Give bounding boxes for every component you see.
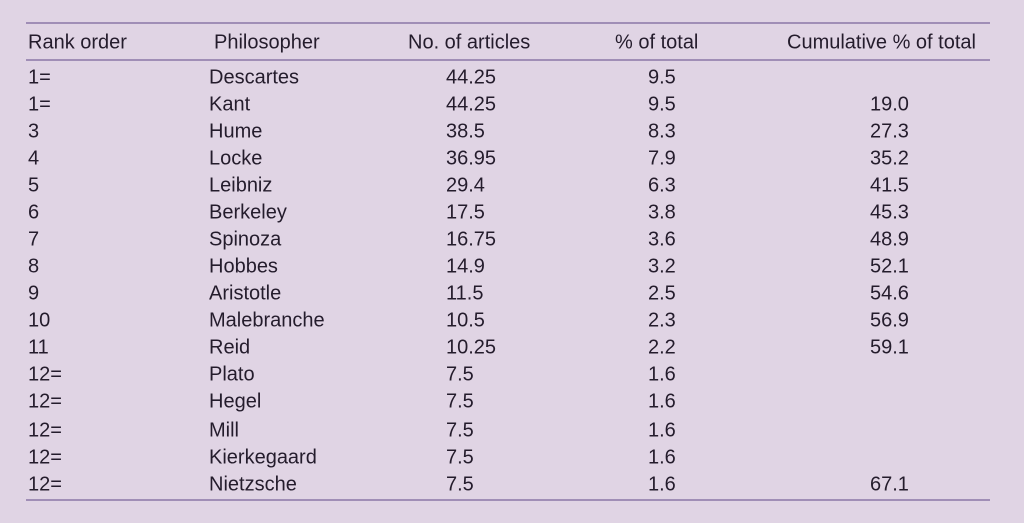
cell: 8.3 bbox=[648, 120, 676, 142]
cell: 12= bbox=[28, 446, 62, 468]
cell: 1.6 bbox=[648, 473, 676, 495]
cell: 1.6 bbox=[648, 419, 676, 441]
cell: 4 bbox=[28, 147, 39, 169]
header-cell: No. of articles bbox=[408, 31, 530, 53]
cell: 3 bbox=[28, 120, 39, 142]
cell: 17.5 bbox=[446, 201, 485, 223]
cell: 9 bbox=[28, 282, 39, 304]
cell: 35.2 bbox=[870, 147, 909, 169]
cell: 1= bbox=[28, 66, 51, 88]
cell: 9.5 bbox=[648, 66, 676, 88]
cell: 9.5 bbox=[648, 93, 676, 115]
cell: 10 bbox=[28, 309, 50, 331]
header-cell: Philosopher bbox=[214, 31, 320, 53]
cell: Mill bbox=[209, 419, 239, 441]
cell: 52.1 bbox=[870, 255, 909, 277]
cell: 27.3 bbox=[870, 120, 909, 142]
cell: Locke bbox=[209, 147, 262, 169]
cell: 7.5 bbox=[446, 363, 474, 385]
cell: 11.5 bbox=[446, 282, 483, 304]
cell: 19.0 bbox=[870, 93, 909, 115]
cell: Kant bbox=[209, 93, 251, 115]
header-cell: Rank order bbox=[28, 31, 127, 53]
cell: 44.25 bbox=[446, 93, 496, 115]
cell: 3.8 bbox=[648, 201, 676, 223]
cell: Hume bbox=[209, 120, 262, 142]
cell: 67.1 bbox=[870, 473, 909, 495]
cell: Malebranche bbox=[209, 309, 325, 331]
cell: 2.5 bbox=[648, 282, 676, 304]
cell: 41.5 bbox=[870, 174, 909, 196]
cell: Nietzsche bbox=[209, 473, 297, 495]
cell: Aristotle bbox=[209, 282, 281, 304]
cell: 7.5 bbox=[446, 419, 474, 441]
cell: 1.6 bbox=[648, 390, 676, 412]
cell: 12= bbox=[28, 390, 62, 412]
cell: Reid bbox=[209, 336, 250, 358]
cell: 14.9 bbox=[446, 255, 485, 277]
cell: 29.4 bbox=[446, 174, 485, 196]
cell: 2.2 bbox=[648, 336, 676, 358]
cell: 12= bbox=[28, 473, 62, 495]
cell: 38.5 bbox=[446, 120, 485, 142]
cell: Plato bbox=[209, 363, 255, 385]
cell: Hobbes bbox=[209, 255, 278, 277]
cell: 11 bbox=[28, 336, 49, 358]
cell: 12= bbox=[28, 363, 62, 385]
cell: 6 bbox=[28, 201, 39, 223]
cell: 44.25 bbox=[446, 66, 496, 88]
cell: 54.6 bbox=[870, 282, 909, 304]
cell: 2.3 bbox=[648, 309, 676, 331]
cell: 3.2 bbox=[648, 255, 676, 277]
cell: Descartes bbox=[209, 66, 299, 88]
header-cell: % of total bbox=[615, 31, 698, 53]
cell: 1= bbox=[28, 93, 51, 115]
cell: Berkeley bbox=[209, 201, 287, 223]
cell: 45.3 bbox=[870, 201, 909, 223]
cell: 3.6 bbox=[648, 228, 676, 250]
cell: 16.75 bbox=[446, 228, 496, 250]
header-cell: Cumulative % of total bbox=[787, 31, 976, 53]
cell: 12= bbox=[28, 419, 62, 441]
cell: 1.6 bbox=[648, 446, 676, 468]
cell: 5 bbox=[28, 174, 39, 196]
cell: 7.5 bbox=[446, 473, 474, 495]
cell: 10.25 bbox=[446, 336, 496, 358]
cell: 7.9 bbox=[648, 147, 676, 169]
cell: Spinoza bbox=[209, 228, 282, 250]
cell: 48.9 bbox=[870, 228, 909, 250]
cell: 59.1 bbox=[870, 336, 909, 358]
cell: Leibniz bbox=[209, 174, 272, 196]
cell: Hegel bbox=[209, 390, 261, 412]
cell: 8 bbox=[28, 255, 39, 277]
cell: 7.5 bbox=[446, 390, 474, 412]
cell: 10.5 bbox=[446, 309, 485, 331]
cell: 6.3 bbox=[648, 174, 676, 196]
cell: 7.5 bbox=[446, 446, 474, 468]
cell: 7 bbox=[28, 228, 39, 250]
cell: Kierkegaard bbox=[209, 446, 317, 468]
cell: 36.95 bbox=[446, 147, 496, 169]
cell: 1.6 bbox=[648, 363, 676, 385]
cell: 56.9 bbox=[870, 309, 909, 331]
